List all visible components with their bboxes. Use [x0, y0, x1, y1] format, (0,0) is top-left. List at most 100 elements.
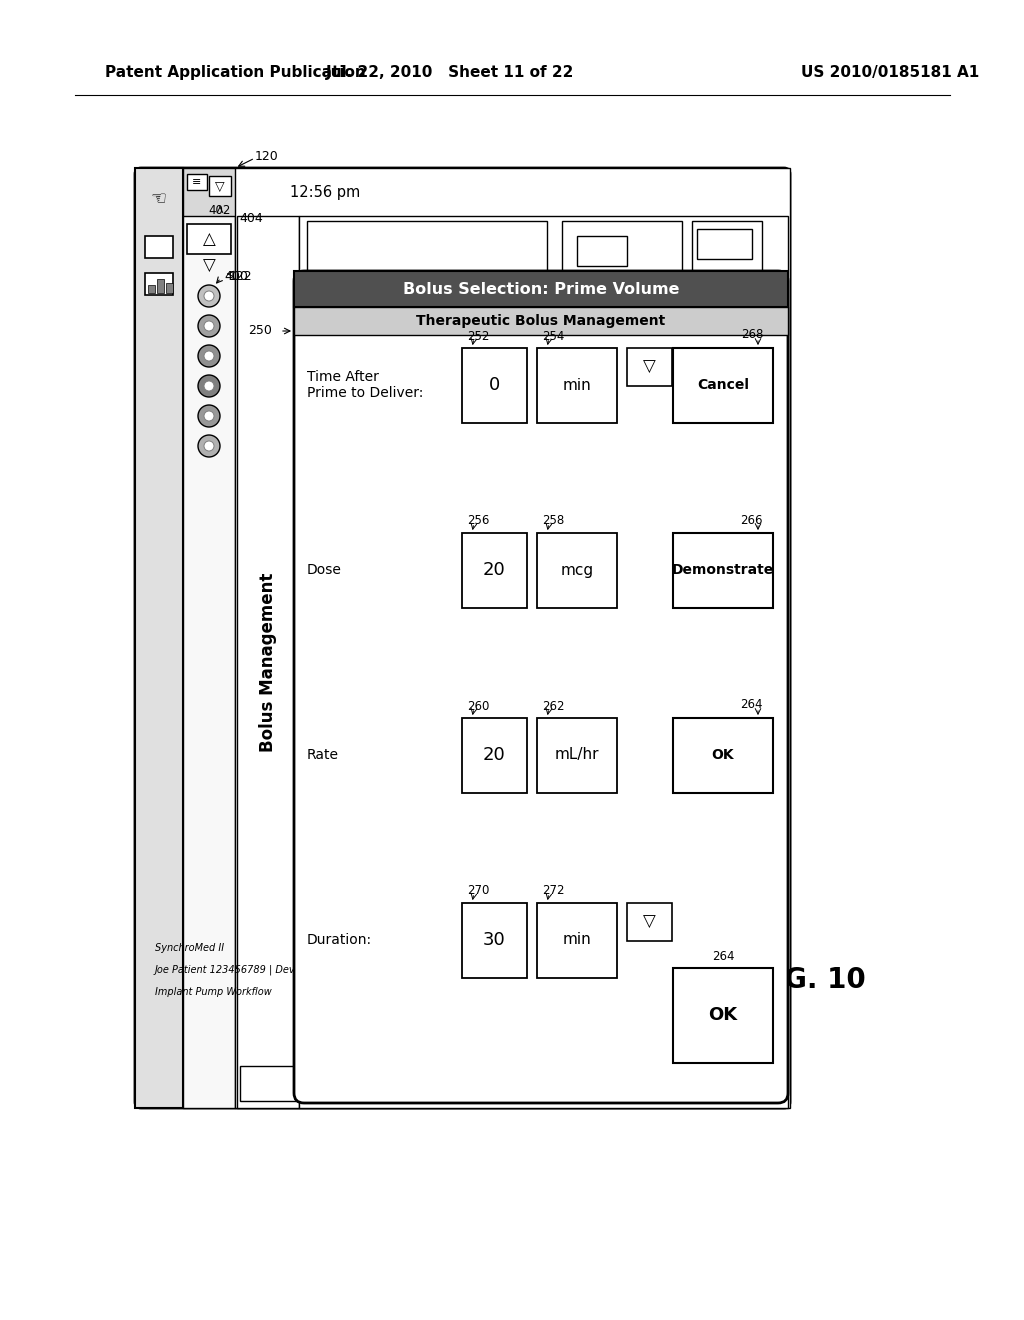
Bar [627, 903, 672, 941]
Bar [187, 174, 207, 190]
Text: Bolus Management: Bolus Management [259, 573, 278, 751]
Text: W: W [440, 1076, 454, 1090]
Text: Duration:: Duration: [307, 933, 372, 946]
Text: ☜: ☜ [151, 189, 167, 207]
Circle shape [198, 315, 220, 337]
Text: 12:56 pm: 12:56 pm [290, 185, 360, 199]
Circle shape [204, 381, 214, 391]
Bar [166, 282, 173, 293]
Circle shape [204, 321, 214, 331]
Circle shape [204, 441, 214, 451]
Text: 264: 264 [740, 698, 763, 711]
Text: 270: 270 [467, 884, 489, 898]
Bar [537, 718, 617, 793]
Bar [187, 224, 231, 253]
Text: Demonstrate: Demonstrate [672, 564, 774, 577]
Text: 258: 258 [542, 515, 564, 528]
Bar [462, 348, 527, 422]
Text: ▽: ▽ [643, 358, 655, 376]
Text: △: △ [203, 230, 215, 248]
Bar [692, 220, 762, 286]
Bar [209, 176, 231, 195]
Text: 256: 256 [467, 515, 489, 528]
Text: 262: 262 [542, 700, 564, 713]
Text: 272: 272 [542, 884, 564, 898]
FancyBboxPatch shape [294, 271, 788, 1104]
Bar [294, 308, 788, 335]
Bar [385, 1067, 510, 1101]
Bar [237, 216, 299, 1107]
Text: Dose: Dose [307, 564, 342, 577]
Bar [183, 168, 295, 216]
Bar [562, 220, 682, 286]
Bar [697, 228, 752, 259]
Text: Patent Application Publication: Patent Application Publication [105, 66, 366, 81]
Text: 404: 404 [239, 213, 263, 226]
Bar [148, 285, 155, 293]
Bar [307, 220, 547, 286]
Bar [462, 533, 527, 609]
Text: 254: 254 [542, 330, 564, 342]
Bar [157, 279, 164, 293]
Circle shape [198, 285, 220, 308]
Bar [462, 718, 527, 793]
Text: 266: 266 [740, 513, 763, 527]
Text: 264: 264 [712, 949, 734, 962]
Text: ≡: ≡ [193, 177, 202, 187]
Bar [537, 533, 617, 609]
Text: 30: 30 [482, 931, 506, 949]
Bar [183, 168, 234, 1107]
Text: 250: 250 [248, 325, 272, 338]
Text: ▽: ▽ [215, 180, 225, 193]
Text: Rate: Rate [307, 748, 339, 762]
Bar [240, 1067, 375, 1101]
Bar [627, 348, 672, 385]
FancyBboxPatch shape [135, 168, 790, 1107]
Bar [525, 1067, 645, 1101]
Text: Joe Patient 123456789 | Device 12345-678: Joe Patient 123456789 | Device 12345-678 [155, 965, 367, 975]
Text: 252: 252 [467, 330, 489, 342]
Bar [577, 236, 627, 267]
Circle shape [204, 411, 214, 421]
Text: W: W [300, 1076, 314, 1090]
Bar [673, 968, 773, 1063]
Circle shape [198, 375, 220, 397]
Circle shape [204, 290, 214, 301]
Text: 20: 20 [482, 746, 506, 764]
Text: Jul. 22, 2010   Sheet 11 of 22: Jul. 22, 2010 Sheet 11 of 22 [326, 66, 574, 81]
Circle shape [198, 436, 220, 457]
Bar [673, 533, 773, 609]
Text: SynchroMed II: SynchroMed II [155, 942, 224, 953]
Bar [145, 236, 173, 257]
Circle shape [198, 345, 220, 367]
Text: 400: 400 [224, 269, 248, 282]
Bar [537, 903, 617, 978]
Text: Implant Pump Workflow: Implant Pump Workflow [155, 987, 271, 997]
Text: Cancel: Cancel [697, 378, 749, 392]
Circle shape [204, 351, 214, 360]
Text: FIG. 10: FIG. 10 [755, 966, 865, 994]
Text: 0: 0 [488, 376, 500, 393]
Bar [462, 903, 527, 978]
Bar [294, 271, 788, 308]
Bar [135, 168, 183, 1107]
Text: min: min [562, 378, 592, 392]
Circle shape [198, 405, 220, 426]
Text: OK: OK [712, 748, 734, 762]
Text: ▽: ▽ [203, 257, 215, 275]
Text: OK: OK [709, 1006, 737, 1024]
Text: Therapeutic Bolus Management: Therapeutic Bolus Management [417, 314, 666, 327]
Text: ▽: ▽ [643, 913, 655, 931]
Bar [234, 168, 790, 1107]
Text: mL/hr: mL/hr [555, 747, 599, 763]
Text: 260: 260 [467, 700, 489, 713]
Text: 268: 268 [740, 329, 763, 342]
Bar [537, 348, 617, 422]
Text: Bolus Selection: Prime Volume: Bolus Selection: Prime Volume [402, 281, 679, 297]
Bar [299, 216, 788, 1107]
Text: 120: 120 [255, 149, 279, 162]
Text: 20: 20 [482, 561, 506, 579]
Bar [673, 718, 773, 793]
Text: 402: 402 [209, 205, 231, 218]
Text: 122: 122 [229, 269, 253, 282]
